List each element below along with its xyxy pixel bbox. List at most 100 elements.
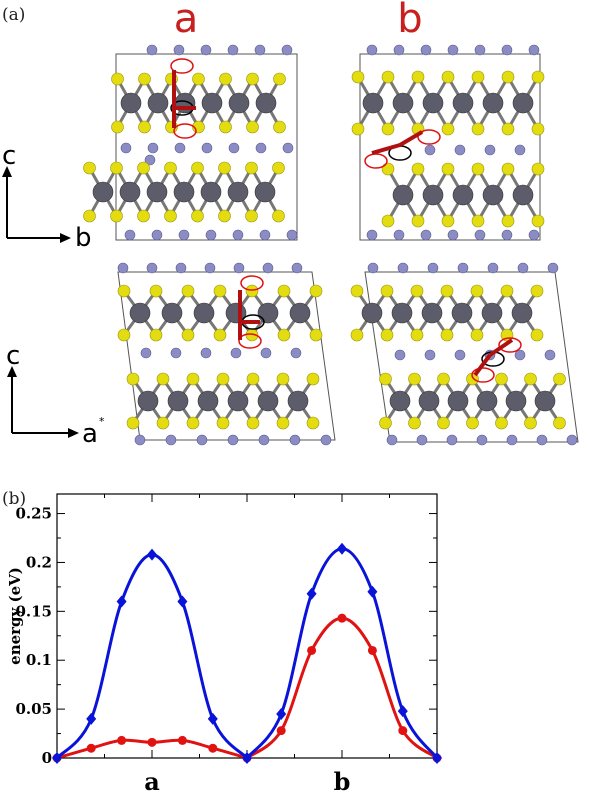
intercalant-atom	[173, 44, 185, 56]
chalcogen-atom	[181, 328, 195, 342]
data-point-blue	[116, 595, 127, 608]
chalcogen-atom	[191, 209, 204, 223]
metal-atom	[146, 181, 168, 203]
data-point-blue	[306, 587, 317, 600]
intercalant-atom	[517, 262, 529, 274]
intercalant-atom	[174, 142, 186, 154]
red-site-marker	[471, 367, 495, 383]
intercalant-atom	[420, 44, 432, 56]
metal-atom	[200, 181, 222, 203]
chalcogen-atom	[471, 214, 485, 228]
intercalant-atom	[196, 434, 208, 446]
intercalant-atom	[227, 434, 239, 446]
chalcogen-atom	[531, 162, 545, 176]
y-tick-label: 0.05	[15, 700, 52, 718]
metal-atom	[193, 302, 215, 324]
data-point-blue	[432, 752, 442, 764]
series-line-blue	[245, 547, 439, 759]
intercalant-atom	[447, 229, 459, 241]
chalcogen-atom	[530, 328, 544, 342]
data-point-blue	[52, 752, 62, 764]
intercalant-atom	[487, 262, 499, 274]
metal-atom	[161, 302, 183, 324]
chalcogen-atom	[471, 122, 485, 136]
intercalant-atom	[232, 229, 244, 241]
chalcogen-atom	[410, 284, 424, 298]
intercalant-atom	[200, 44, 212, 56]
metal-atom	[254, 181, 276, 203]
y-tick-label: 0.1	[26, 651, 52, 669]
chalcogen-atom	[213, 284, 227, 298]
chalcogen-atom	[126, 372, 140, 386]
axis-bottom-horizontal-label: a	[82, 419, 98, 449]
unit-cell-outline	[115, 53, 298, 241]
intercalant-atom	[420, 229, 432, 241]
chalcogen-atom	[437, 416, 450, 430]
chalcogen-atom	[408, 372, 421, 386]
chalcogen-atom	[470, 284, 484, 298]
metal-atom	[482, 92, 504, 114]
intercalant-atom	[165, 434, 177, 446]
metal-atom	[482, 184, 504, 206]
metal-atom	[392, 184, 414, 206]
panel-b-tag: (b)	[2, 489, 26, 509]
metal-atom	[362, 92, 384, 114]
data-point-blue	[177, 595, 188, 608]
metal-atom	[289, 302, 311, 324]
axis-indicator-bottom: c a *	[6, 341, 105, 449]
chalcogen-atom	[219, 120, 232, 134]
intercalant-atom	[367, 262, 379, 274]
metal-atom	[422, 92, 444, 114]
chalcogen-atom	[411, 70, 425, 84]
metal-atom	[391, 302, 413, 324]
axis-top-vertical-label: c	[2, 141, 16, 171]
chalcogen-atom	[83, 161, 96, 175]
intercalant-atom	[544, 349, 556, 361]
chalcogen-atom	[379, 416, 392, 430]
chalcogen-atom	[379, 372, 392, 386]
intercalant-atom	[117, 262, 129, 274]
chalcogen-atom	[164, 161, 177, 175]
chalcogen-atom	[381, 70, 395, 84]
chalcogen-atom	[192, 72, 205, 86]
chalcogen-atom	[213, 328, 227, 342]
data-point-red	[367, 645, 377, 655]
intercalant-atom	[175, 262, 187, 274]
metal-atom	[422, 184, 444, 206]
chalcogen-atom	[440, 328, 454, 342]
column-label-b: b	[397, 0, 422, 42]
metal-atom	[92, 181, 114, 203]
chalcogen-atom	[149, 328, 163, 342]
intercalant-atom	[536, 434, 548, 446]
chalcogen-atom	[441, 214, 455, 228]
intercalant-atom	[200, 347, 212, 359]
intercalant-atom	[281, 44, 293, 56]
chalcogen-atom	[524, 372, 537, 386]
chalcogen-atom	[126, 416, 140, 430]
chalcogen-atom	[411, 214, 425, 228]
intercalant-atom	[446, 434, 458, 446]
chalcogen-atom	[309, 328, 323, 342]
chalcogen-atom	[350, 284, 364, 298]
intercalant-atom	[282, 142, 294, 154]
chalcogen-atom	[117, 328, 131, 342]
intercalant-atom	[366, 229, 378, 241]
metal-atom	[512, 92, 534, 114]
intercalant-atom	[393, 44, 405, 56]
energy-chart: 0 0.05 0.1 0.15 0.2 0.25 a b energy (eV)	[6, 493, 442, 796]
intercalant-atom	[514, 349, 526, 361]
intercalant-atom	[146, 262, 158, 274]
intercalant-atom	[320, 434, 332, 446]
chalcogen-atom	[530, 284, 544, 298]
axis-indicator-top: c b	[2, 141, 92, 253]
metal-atom	[167, 390, 189, 412]
chalcogen-atom	[471, 162, 485, 176]
chalcogen-atom	[440, 284, 454, 298]
intercalant-atom	[501, 44, 513, 56]
crystal-cell-bottom-a	[117, 262, 336, 446]
chalcogen-atom	[218, 161, 231, 175]
intercalant-atom	[260, 347, 272, 359]
intercalant-atom	[474, 44, 486, 56]
chalcogen-atom	[408, 416, 421, 430]
chalcogen-atom	[470, 328, 484, 342]
